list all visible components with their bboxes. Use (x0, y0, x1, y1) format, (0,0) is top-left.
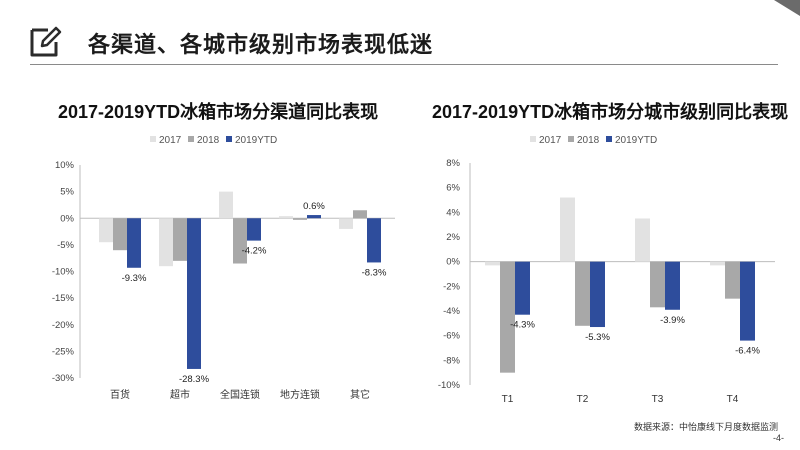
legend-swatch-2019YTD (226, 136, 232, 142)
bar-2017-3 (710, 261, 725, 266)
y-tick-label: -2% (443, 281, 460, 292)
bar-2019YTD-1 (187, 218, 201, 369)
y-tick-label: -10% (438, 380, 461, 391)
bar-2018-1 (173, 218, 187, 261)
y-tick-label: 5% (60, 187, 74, 198)
data-source-note: 数据来源：中怡康线下月度数据监测 (633, 422, 778, 432)
legend-label-2018: 2018 (197, 135, 220, 146)
header-divider (30, 64, 778, 65)
bar-2018-2 (233, 218, 247, 264)
bar-2017-4 (339, 218, 353, 229)
y-tick-label: 0% (446, 257, 460, 268)
y-tick-label: -15% (52, 293, 75, 304)
bar-2019YTD-4 (367, 218, 381, 263)
bar-2018-4 (353, 210, 367, 219)
data-label: -8.3% (362, 267, 387, 278)
y-tick-label: -10% (52, 267, 75, 278)
bar-2019YTD-1 (590, 261, 605, 328)
bar-2019YTD-3 (307, 215, 321, 219)
bar-2019YTD-0 (127, 218, 141, 268)
page-title: 各渠道、各城市级别市场表现低迷 (88, 32, 434, 57)
data-label: -4.2% (242, 246, 267, 257)
legend-swatch-2017 (150, 136, 156, 142)
chart-title-city-tier: 2017-2019YTD冰箱市场分城市级别同比表现 (432, 102, 789, 122)
bar-2017-2 (635, 218, 650, 262)
data-label: -9.3% (122, 273, 147, 284)
legend-swatch-2018 (188, 136, 194, 142)
category-label: T3 (652, 394, 664, 405)
bar-2017-2 (219, 191, 233, 219)
y-tick-label: 2% (446, 232, 460, 243)
bar-2019YTD-3 (740, 261, 755, 341)
y-tick-label: 0% (60, 213, 74, 224)
legend-label-2018: 2018 (577, 135, 600, 146)
legend-swatch-2018 (568, 136, 574, 142)
data-label: -4.3% (510, 320, 535, 331)
category-label: 百货 (110, 388, 130, 401)
bar-2018-3 (725, 261, 740, 299)
y-tick-label: 8% (446, 158, 460, 169)
category-label: 全国连锁 (220, 388, 260, 401)
bar-2019YTD-2 (247, 218, 261, 241)
y-tick-label: -4% (443, 306, 460, 317)
category-label: 地方连锁 (280, 388, 320, 401)
y-tick-label: -6% (443, 331, 460, 342)
bar-2018-0 (113, 218, 127, 251)
corner-decoration (774, 0, 800, 16)
bar-2017-1 (159, 218, 173, 267)
bar-2019YTD-0 (515, 261, 530, 315)
bar-2017-1 (560, 197, 575, 262)
bar-2018-1 (575, 261, 590, 326)
category-label: 其它 (350, 388, 370, 401)
edit-note-icon (30, 26, 62, 57)
y-tick-label: 4% (446, 207, 460, 218)
legend-label-2017: 2017 (159, 135, 182, 146)
data-label: -5.3% (585, 332, 610, 343)
bar-2018-0 (500, 261, 515, 373)
y-tick-label: 6% (446, 183, 460, 194)
data-label: -6.4% (735, 346, 760, 357)
legend-swatch-2017 (530, 136, 536, 142)
bar-2017-0 (485, 261, 500, 266)
legend-label-2019YTD: 2019YTD (615, 135, 657, 146)
y-tick-label: -5% (57, 240, 74, 251)
bar-2018-3 (293, 218, 307, 220)
data-label: -28.3% (179, 374, 210, 385)
chart-title-channel: 2017-2019YTD冰箱市场分渠道同比表现 (58, 102, 379, 122)
legend-label-2017: 2017 (539, 135, 562, 146)
y-tick-label: -8% (443, 355, 460, 366)
data-label: -3.9% (660, 315, 685, 326)
y-tick-label: 10% (55, 160, 75, 171)
bar-2017-3 (279, 216, 293, 219)
category-label: 超市 (170, 388, 190, 401)
bar-2017-0 (99, 218, 113, 243)
y-tick-label: -30% (52, 373, 75, 384)
bar-2019YTD-2 (665, 261, 680, 310)
legend-swatch-2019YTD (606, 136, 612, 142)
category-label: T1 (502, 394, 514, 405)
category-label: T4 (727, 394, 739, 405)
legend-label-2019YTD: 2019YTD (235, 135, 277, 146)
category-label: T2 (577, 394, 589, 405)
data-label: 0.6% (303, 201, 325, 212)
page-number: -4- (773, 433, 784, 443)
bar-2018-2 (650, 261, 665, 308)
y-tick-label: -20% (52, 320, 75, 331)
y-tick-label: -25% (52, 346, 75, 357)
